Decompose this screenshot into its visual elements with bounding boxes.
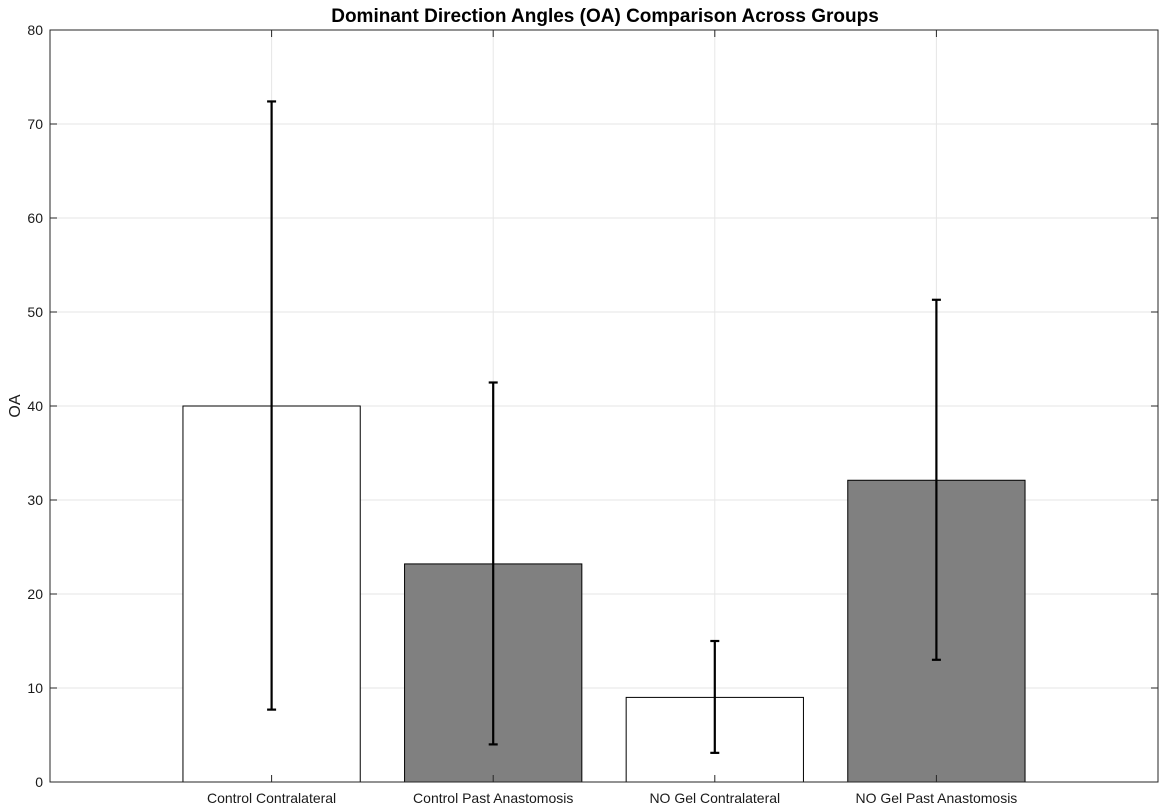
error-bars	[267, 100, 941, 754]
tick-marks	[50, 29, 1158, 783]
y-tick-label: 80	[27, 22, 43, 38]
y-tick-label: 10	[27, 680, 43, 696]
y-tick-label: 20	[27, 586, 43, 602]
y-tick-labels: 0 10 20 30 40 50 60 70 80	[27, 22, 43, 790]
y-tick-label: 0	[35, 774, 43, 790]
x-tick-label: NO Gel Contralateral	[649, 790, 780, 806]
y-tick-label: 30	[27, 492, 43, 508]
x-tick-label: Control Contralateral	[207, 790, 336, 806]
chart-title: Dominant Direction Angles (OA) Compariso…	[331, 6, 879, 27]
x-tick-label: Control Past Anastomosis	[413, 790, 573, 806]
y-tick-label: 40	[27, 398, 43, 414]
y-axis-label: OA	[7, 394, 24, 417]
y-tick-label: 50	[27, 304, 43, 320]
y-tick-label: 60	[27, 210, 43, 226]
y-tick-label: 70	[27, 116, 43, 132]
x-tick-labels: Control Contralateral Control Past Anasto…	[207, 790, 1017, 806]
x-tick-label: NO Gel Past Anastomosis	[855, 790, 1017, 806]
